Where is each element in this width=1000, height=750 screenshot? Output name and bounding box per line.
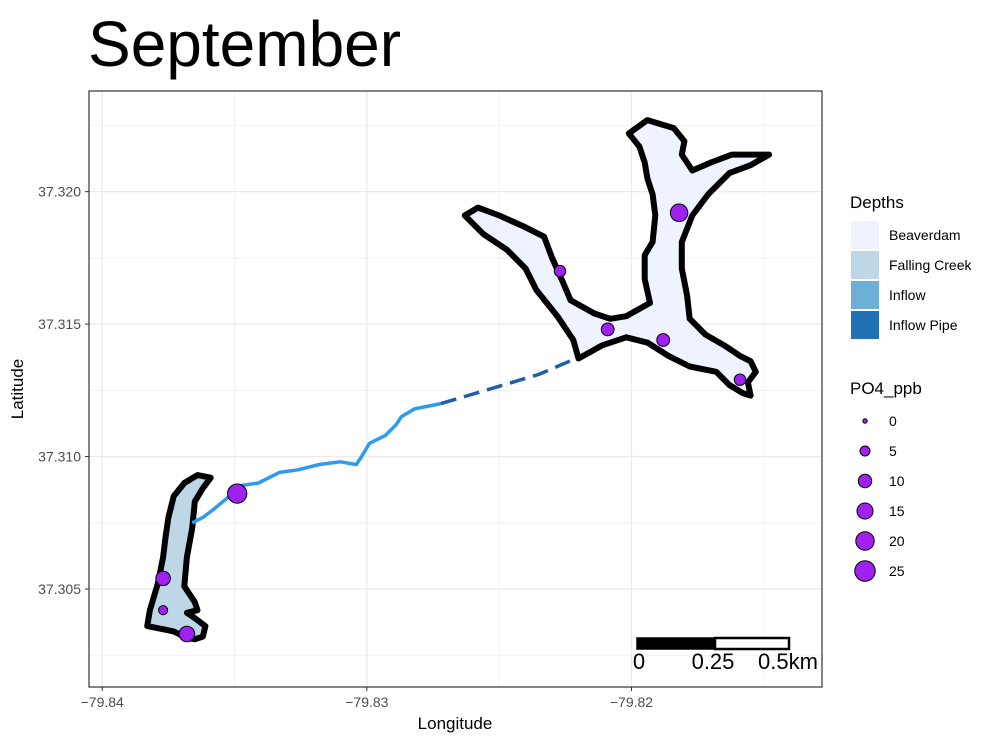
depths-legend-label: Inflow Pipe <box>889 317 958 333</box>
y-axis-title: Latitude <box>8 359 27 420</box>
po4-legend-title: PO4_ppb <box>850 379 922 398</box>
y-tick-label: 37.320 <box>38 184 81 200</box>
depths-legend-key <box>851 251 879 279</box>
y-tick-label: 37.315 <box>38 316 81 332</box>
y-tick-label: 37.310 <box>38 449 81 465</box>
reservoir-outlines <box>144 117 773 643</box>
x-tick-label: −79.82 <box>610 694 653 710</box>
x-tick-label: −79.84 <box>81 694 124 710</box>
x-tick-label: −79.83 <box>345 694 388 710</box>
sample-point-7 <box>656 333 671 347</box>
scale-bar-label: 0.25 <box>692 649 735 674</box>
inflow-stream-line <box>191 401 442 525</box>
po4-legend-label: 0 <box>889 413 897 429</box>
reservoir-polygon-0 <box>461 117 773 399</box>
inflow-pipe-line <box>440 356 577 406</box>
sample-point-5 <box>669 203 689 223</box>
po4-legend-label: 20 <box>889 533 905 549</box>
scale-bar: 0 0.25 0.5km <box>633 636 818 674</box>
chart-title: September <box>88 8 401 80</box>
po4-legend-key <box>857 473 873 489</box>
po4-legend-key <box>859 445 871 457</box>
po4-legend-key <box>862 418 868 424</box>
legend: Depths PO4_ppb Beaverdam Falling Creek Inf… <box>850 193 972 582</box>
y-tick-label: 37.305 <box>38 581 81 597</box>
grid-lines <box>89 91 822 687</box>
sample-point-8 <box>733 373 747 386</box>
po4-legend-key <box>855 531 875 551</box>
po4-legend-label: 25 <box>889 563 905 579</box>
sample-point-1 <box>158 605 169 616</box>
axis-ticks: −79.84 −79.83 −79.82 37.305 37.310 37.315 37.3… <box>38 184 653 710</box>
sample-point-0 <box>155 570 171 587</box>
panel-border <box>88 90 823 688</box>
depths-legend-label: Falling Creek <box>889 257 972 273</box>
depths-legend-key <box>851 221 879 249</box>
po4-legend-label: 10 <box>889 473 905 489</box>
po4-legend-key <box>854 560 876 582</box>
sample-point-6 <box>600 322 615 337</box>
depths-legend-key <box>851 311 879 339</box>
scale-bar-segment-black <box>636 637 716 650</box>
sample-point-3 <box>227 483 248 504</box>
sample-point-2 <box>178 625 196 643</box>
po4-legend-label: 5 <box>889 443 897 459</box>
depths-legend-label: Beaverdam <box>889 227 961 243</box>
scale-bar-segment-white <box>713 636 791 651</box>
depths-legend-label: Inflow <box>889 287 926 303</box>
inflow-lines <box>191 356 577 525</box>
scale-bar-label: 0.5km <box>758 649 818 674</box>
scale-bar-label: 0 <box>633 649 645 674</box>
x-axis-title: Longitude <box>418 714 493 733</box>
po4-legend-key <box>856 502 874 520</box>
depths-legend-title: Depths <box>850 193 904 212</box>
sample-point-4 <box>553 264 567 278</box>
po4-legend-label: 15 <box>889 503 905 519</box>
reservoir-polygon-1 <box>144 472 214 643</box>
sample-points <box>155 203 747 643</box>
depths-legend-key <box>851 281 879 309</box>
